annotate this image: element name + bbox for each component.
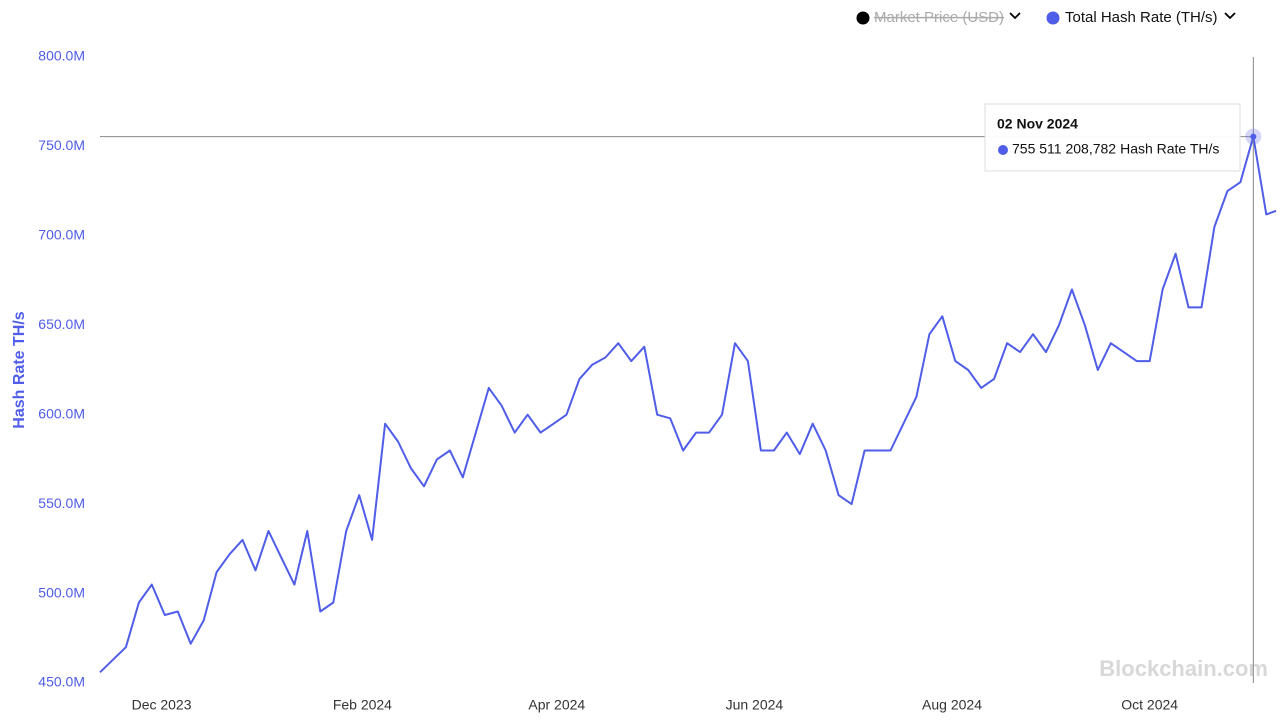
hover-point [1250, 133, 1257, 140]
x-tick-label: Aug 2024 [922, 697, 982, 713]
x-tick-label: Oct 2024 [1121, 697, 1178, 713]
x-tick-label: Feb 2024 [333, 697, 392, 713]
y-tick-label: 700.0M [38, 227, 85, 243]
tooltip-series: Hash Rate TH/s [1120, 141, 1219, 157]
watermark: Blockchain.com [1099, 656, 1268, 681]
x-tick-label: Dec 2023 [132, 697, 192, 713]
legend-marker[interactable] [856, 11, 870, 25]
series-line [99, 135, 1277, 674]
x-tick-label: Apr 2024 [528, 697, 585, 713]
y-tick-label: 600.0M [38, 405, 85, 421]
tooltip-box [984, 103, 1241, 172]
y-tick-label: 450.0M [38, 674, 85, 690]
y-tick-label: 500.0M [38, 584, 85, 600]
tooltip-date: 02 Nov 2024 [997, 116, 1078, 132]
y-tick-label: 550.0M [38, 495, 85, 511]
x-tick-label: Jun 2024 [726, 697, 784, 713]
legend-chevron[interactable] [1009, 12, 1021, 20]
y-tick-label: 650.0M [38, 316, 85, 332]
y-tick-label: 750.0M [38, 137, 85, 153]
tooltip-value: 755 511 208,782 [1012, 141, 1116, 157]
legend-chevron[interactable] [1224, 12, 1236, 20]
legend-label[interactable]: Total Hash Rate (TH/s) [1065, 9, 1218, 26]
legend-marker[interactable] [1046, 11, 1060, 25]
y-tick-label: 800.0M [38, 48, 85, 64]
legend-label[interactable]: Market Price (USD) [874, 9, 1004, 26]
y-axis-label: Hash Rate TH/s [11, 311, 28, 428]
tooltip-marker [998, 145, 1008, 155]
